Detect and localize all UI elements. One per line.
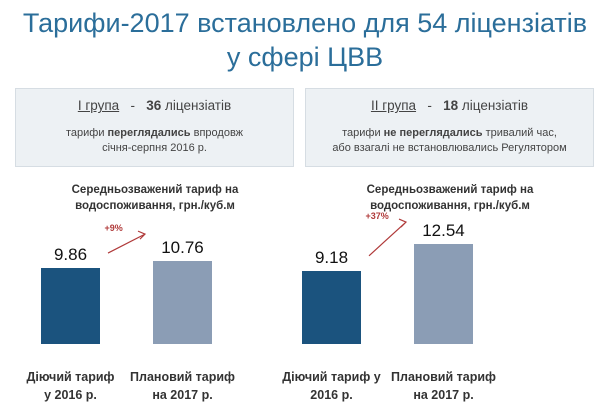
category-line: Діючий тариф у bbox=[282, 370, 381, 384]
title-line-1: Тарифи-2017 встановлено для 54 ліцензіат… bbox=[22, 8, 588, 38]
arrow-icon bbox=[368, 218, 408, 257]
group-name: I група bbox=[77, 98, 120, 113]
title-line: водоспоживання, грн./куб.м bbox=[370, 200, 530, 212]
category-label: Діючий тариф у 2016 р. bbox=[277, 368, 387, 404]
desc-text: тарифи bbox=[65, 127, 108, 139]
value-label: 12.54 bbox=[422, 221, 465, 241]
dash: - bbox=[427, 98, 432, 113]
desc-bold: переглядались bbox=[107, 127, 191, 139]
title-line: Середньозважений тариф на bbox=[71, 184, 239, 196]
desc-text: впродовж bbox=[190, 127, 244, 139]
chart-1-title: Середньозважений тариф на водоспоживання,… bbox=[10, 182, 300, 214]
category-line: на 2017 р. bbox=[152, 388, 213, 402]
value-label: 9.18 bbox=[314, 247, 349, 267]
desc-text: або взагалі не встановлювались Регулятор… bbox=[332, 142, 567, 154]
bar-2016 bbox=[302, 270, 361, 344]
group-count: 36 bbox=[146, 98, 162, 113]
category-label: Плановий тариф на 2017 р. bbox=[128, 368, 238, 404]
desc-text: січня-серпня 2016 р. bbox=[102, 142, 207, 154]
desc-text: тривалий час, bbox=[482, 127, 557, 139]
group-count-label: ліцензіатів bbox=[458, 98, 529, 113]
group-1-box: I група - 36 ліцензіатів тарифи перегляд… bbox=[15, 88, 294, 167]
group-2-box: II група - 18 ліцензіатів тарифи не пере… bbox=[305, 88, 594, 167]
title-line: Середньозважений тариф на bbox=[366, 184, 534, 196]
category-line: Плановий тариф bbox=[391, 370, 496, 384]
category-label: Діючий тариф у 2016 р. bbox=[16, 368, 126, 404]
category-line: на 2017 р. bbox=[413, 388, 474, 402]
category-label: Плановий тариф на 2017 р. bbox=[389, 368, 499, 404]
dash: - bbox=[130, 98, 135, 113]
chart-2-title: Середньозважений тариф на водоспоживання,… bbox=[305, 182, 595, 214]
desc-bold: не переглядались bbox=[383, 127, 483, 139]
category-line: у 2016 р. bbox=[44, 388, 97, 402]
title-line-2: у сфері ЦВВ bbox=[226, 42, 384, 72]
change-label: +37% bbox=[365, 211, 389, 222]
value-label: 9.86 bbox=[53, 245, 88, 265]
group-count-label: ліцензіатів bbox=[161, 98, 232, 113]
arrow-icon bbox=[107, 230, 147, 254]
value-label: 10.76 bbox=[161, 238, 204, 258]
title-line: водоспоживання, грн./куб.м bbox=[75, 200, 235, 212]
category-line: 2016 р. bbox=[310, 388, 353, 402]
group-count: 18 bbox=[443, 98, 459, 113]
group-name: II група bbox=[370, 98, 417, 113]
category-line: Діючий тариф bbox=[26, 370, 115, 384]
slide-title: Тарифи-2017 встановлено для 54 ліцензіат… bbox=[0, 6, 610, 74]
change-label: +9% bbox=[104, 223, 123, 234]
bar-2017 bbox=[153, 261, 212, 344]
bar-2017 bbox=[414, 244, 473, 344]
category-line: Плановий тариф bbox=[130, 370, 235, 384]
desc-text: тарифи bbox=[342, 127, 384, 139]
bar-2016 bbox=[41, 268, 100, 344]
